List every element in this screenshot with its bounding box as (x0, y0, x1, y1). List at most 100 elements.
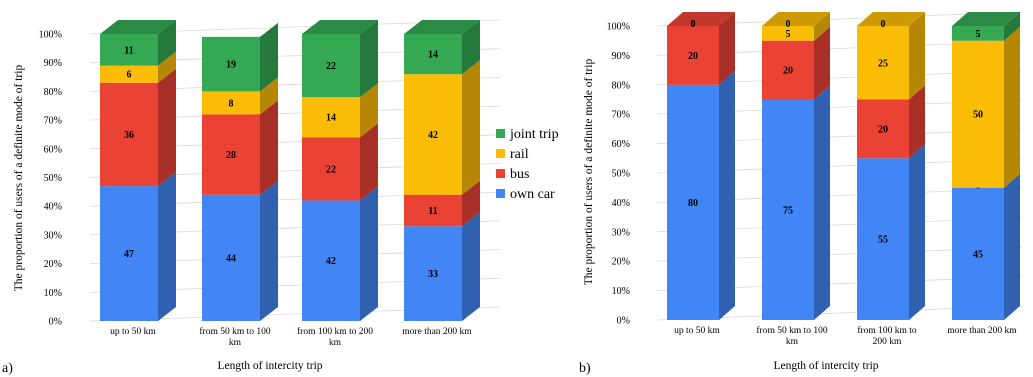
y-tick-label: 50% (612, 169, 630, 180)
bar-segment-own-car: 55 (857, 144, 925, 320)
x-tick-label: from 50 km to 100 (756, 325, 827, 336)
data-label: 11 (124, 45, 133, 56)
bar-segment-joint-trip: 0 (691, 19, 696, 30)
data-label: 11 (428, 206, 437, 217)
bar-side (260, 100, 278, 195)
bar-segment-rail: 8 (202, 77, 278, 115)
data-label: 22 (326, 164, 336, 175)
bar-front (202, 36, 260, 92)
bar-side (462, 20, 480, 75)
bar-side (260, 180, 278, 321)
bar-side (158, 172, 176, 321)
data-label: 14 (326, 113, 336, 124)
x-tick-label: from 100 km to (857, 325, 917, 336)
bar-front (202, 194, 260, 321)
data-label: 25 (878, 58, 888, 69)
bar-segment-rail: 6 (100, 51, 176, 83)
bar-segment-joint-trip: 0 (786, 19, 791, 30)
legend-swatch-rail (496, 149, 505, 158)
bar-side (462, 60, 480, 195)
bar-front (952, 40, 1004, 188)
bar-segment-own-car: 33 (404, 212, 480, 321)
x-tick-label: more than 200 km (402, 327, 472, 337)
bar-segment-joint-trip: 0 (881, 19, 886, 30)
y-tick-label: 30% (44, 230, 62, 241)
y-tick-label: 60% (44, 144, 62, 155)
data-label: 0 (691, 19, 696, 30)
bar-front (404, 74, 462, 195)
y-tick-label: 90% (44, 58, 62, 69)
data-label: 20 (688, 51, 698, 62)
bar-front (667, 84, 719, 320)
bar-side (462, 212, 480, 321)
bar-segment-joint-trip: 5 (952, 12, 1020, 41)
bar-side (1004, 26, 1020, 188)
y-tick-label: 30% (612, 227, 630, 238)
y-tick-label: 50% (44, 173, 62, 184)
bar-side (158, 51, 176, 83)
legend-swatch-own-car (496, 189, 505, 198)
bar-side (260, 22, 278, 92)
y-tick-label: 80% (612, 80, 630, 91)
bar-side (158, 68, 176, 187)
data-label: 44 (226, 253, 236, 264)
bar-side (360, 20, 378, 98)
bar-segment-own-car: 45 (952, 173, 1020, 320)
y-tick-label: 20% (44, 259, 62, 270)
y-tick-label: 40% (44, 202, 62, 213)
bar-front (762, 40, 814, 100)
x-tick-label: km (786, 337, 799, 347)
bar-side (1004, 12, 1020, 41)
data-label: 28 (226, 150, 236, 161)
bar-front (100, 34, 158, 66)
bar-segment-joint-trip: 14 (404, 20, 480, 75)
bar-segment-rail: 0 (691, 19, 696, 30)
bar-top (404, 20, 480, 34)
data-label: 47 (124, 249, 134, 260)
x-tick-label: more than 200 km (947, 326, 1017, 336)
bar-segment-bus: 20 (857, 85, 925, 159)
data-label: 0 (881, 19, 886, 30)
bar-front (202, 114, 260, 195)
bar-front (100, 82, 158, 187)
y-tick-label: 20% (612, 257, 630, 268)
y-tick-label: 90% (612, 51, 630, 62)
bar-side (814, 12, 830, 41)
bar-side (909, 12, 925, 100)
bar-front (404, 226, 462, 321)
bar-segment-bus: 36 (100, 68, 176, 187)
bar-front (302, 200, 360, 321)
bar-front (302, 137, 360, 201)
data-label: 0 (786, 19, 791, 30)
x-tick-label: km (329, 338, 342, 348)
y-tick-label: 60% (612, 139, 630, 150)
bar-top (857, 12, 925, 26)
x-axis-title: Length of intercity trip (773, 360, 878, 372)
bar-side (719, 12, 735, 85)
bar-front (762, 26, 814, 41)
bar-top (762, 12, 830, 26)
data-label: 14 (428, 50, 438, 61)
bar-top (302, 20, 378, 34)
data-label: 42 (428, 130, 438, 141)
bar-segment-rail: 5 (762, 12, 830, 41)
x-tick-label: up to 50 km (110, 327, 156, 337)
bar-side (360, 123, 378, 201)
x-tick-label: from 50 km to 100 (199, 326, 270, 337)
data-label: 5 (786, 29, 791, 40)
chart-panel-b: 0% 10% 20% 30% 40% 50% 60% 70% 80% 90% 100% 80 20 0 0 u… (579, 11, 1023, 376)
bar-side (814, 26, 830, 100)
y-axis-title: The proportion of users of a definite mo… (583, 59, 595, 286)
bar-segment-own-car: 42 (302, 186, 378, 321)
data-label: 55 (878, 235, 888, 246)
bar-side (360, 186, 378, 321)
bar-front (952, 26, 1004, 41)
bar-front (100, 65, 158, 83)
legend: joint trip rail bus own car (496, 127, 559, 202)
bar-side (814, 85, 830, 320)
bar-segment-bus: 20 (667, 12, 735, 85)
bar-segment-rail: 42 (404, 60, 480, 195)
bar-top (100, 20, 176, 34)
legend-swatch-joint-trip (496, 129, 505, 138)
panel-label: a) (2, 361, 13, 376)
